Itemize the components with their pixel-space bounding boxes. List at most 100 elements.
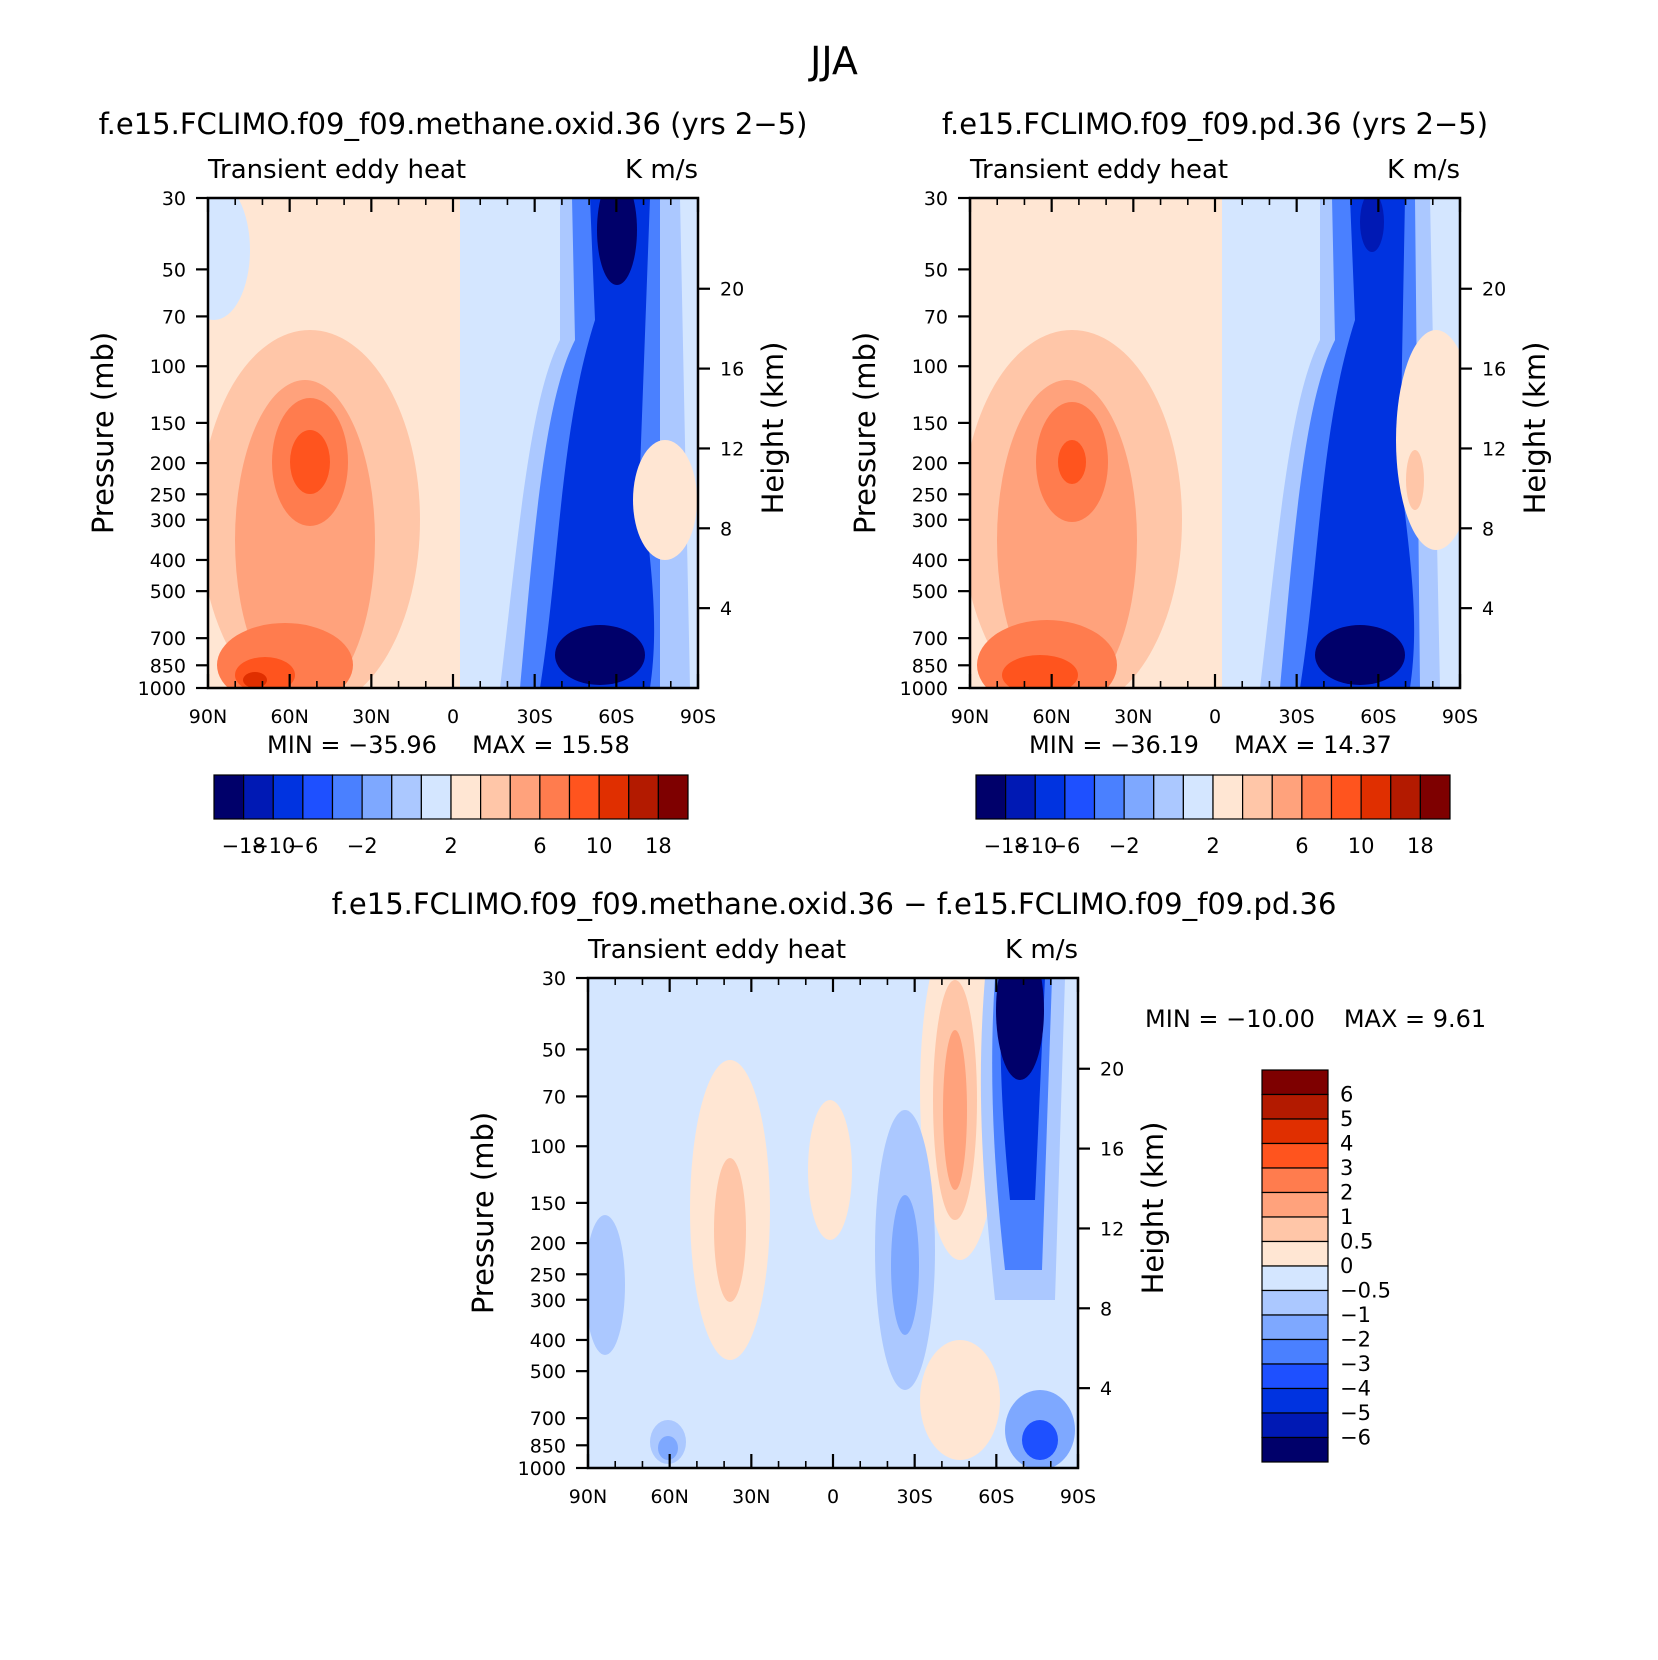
pressure-tick-label: 850 [530, 1435, 566, 1457]
pressure-tick-label: 150 [912, 413, 948, 435]
x-tick-label: 30S [1279, 706, 1315, 728]
colorbar-tick-label: −0.5 [1340, 1279, 1391, 1303]
height-tick-label: 4 [1482, 598, 1494, 620]
colorbar-tick-label: 2 [1340, 1181, 1353, 1205]
colorbar-swatch [975, 774, 1007, 820]
pressure-tick-label: 500 [530, 1361, 566, 1383]
panel3-south-upper-min [996, 978, 1044, 1080]
colorbar-swatch [1360, 774, 1392, 820]
panel-pd: f.e15.FCLIMO.f09_f09.pd.36 (yrs 2−5) Tra… [848, 107, 1552, 858]
x-tick-label: 60N [1032, 706, 1070, 728]
colorbar-tick-label: 10 [586, 834, 613, 858]
x-tick-label: 90N [951, 706, 989, 728]
colorbar-tick-label: −6 [287, 834, 318, 858]
height-tick-label: 20 [720, 279, 744, 301]
colorbar-swatch [568, 774, 600, 820]
pressure-tick-label: 70 [924, 306, 948, 328]
panel1-left-label: Transient eddy heat [207, 155, 466, 185]
x-tick-label: 60N [270, 706, 308, 728]
colorbar-swatch [213, 774, 245, 820]
colorbar-tick-label: −10 [1013, 834, 1057, 858]
colorbar-tick-label: 3 [1340, 1156, 1353, 1180]
pressure-tick-label: 100 [530, 1136, 566, 1158]
colorbar-tick-label: −18 [983, 834, 1027, 858]
height-axis-label: Height (km) [1136, 1122, 1170, 1295]
colorbar-tick-label: −2 [347, 834, 378, 858]
pressure-tick-label: 150 [530, 1193, 566, 1215]
pressure-tick-label: 400 [530, 1330, 566, 1352]
height-axis-label: Height (km) [1518, 342, 1552, 515]
panel-methane-oxid: f.e15.FCLIMO.f09_f09.methane.oxid.36 (yr… [86, 107, 807, 858]
panel2-field [970, 198, 1460, 688]
panel1-title: f.e15.FCLIMO.f09_f09.methane.oxid.36 (yr… [99, 107, 808, 141]
panel3-field [588, 978, 1078, 1468]
colorbar-swatch [1034, 774, 1066, 820]
panel2-south-upper-min [1360, 198, 1384, 252]
colorbar-tick-label: 0 [1340, 1254, 1353, 1278]
colorbar-tick-label: −18 [221, 834, 265, 858]
colorbar-tick-label: −4 [1340, 1377, 1371, 1401]
colorbar-swatch [1261, 1412, 1329, 1439]
pressure-tick-label: 100 [912, 356, 948, 378]
panel2-south-negative-core [1300, 198, 1415, 688]
panel3-max-label: MAX = 9.61 [1344, 1005, 1486, 1033]
colorbar-swatch [302, 774, 334, 820]
colorbar-swatch [243, 774, 274, 820]
colorbar-tick-label: 18 [645, 834, 672, 858]
panel1-colorbar: −18−10−6 −2 2 6 10 18 [213, 774, 689, 858]
colorbar-swatch [1261, 1240, 1329, 1267]
colorbar-tick-label: −5 [1340, 1401, 1371, 1425]
height-tick-label: 8 [720, 518, 732, 540]
panel1-south-surface-min [555, 625, 645, 685]
colorbar-swatch [1419, 774, 1451, 820]
pressure-tick-label: 300 [530, 1290, 566, 1312]
panel1-right-label: K m/s [625, 155, 698, 185]
colorbar-tick-label: −6 [1340, 1426, 1371, 1450]
pressure-tick-label: 500 [912, 581, 948, 603]
colorbar-swatch [598, 774, 630, 820]
panel2-left-label: Transient eddy heat [969, 155, 1228, 185]
pressure-tick-label: 50 [542, 1039, 566, 1061]
colorbar-swatch [1261, 1191, 1329, 1218]
x-tick-label: 90N [569, 1486, 607, 1508]
colorbar-swatch [1261, 1363, 1329, 1390]
panel2-max-label: MAX = 14.37 [1234, 731, 1392, 759]
panel3-lobe-25n-inner [714, 1158, 746, 1302]
pressure-tick-label: 50 [162, 259, 186, 281]
colorbar-tick-label: −3 [1340, 1352, 1371, 1376]
colorbar-swatch [1261, 1314, 1329, 1341]
panel2-min-label: MIN = −36.19 [1029, 731, 1199, 759]
pressure-tick-label: 30 [924, 188, 948, 210]
pressure-tick-label: 300 [912, 510, 948, 532]
colorbar-tick-label: 6 [533, 834, 546, 858]
pressure-tick-label: 250 [912, 484, 948, 506]
height-tick-label: 16 [1100, 1139, 1124, 1161]
panel1-south-negative-core [540, 198, 655, 688]
colorbar-tick-label: 4 [1340, 1132, 1353, 1156]
pressure-tick-label: 300 [150, 510, 186, 532]
colorbar-tick-label: 2 [1206, 834, 1219, 858]
colorbar-swatch [1261, 1436, 1329, 1463]
x-tick-label: 30N [732, 1486, 770, 1508]
panel3-surface-positive-patch [920, 1340, 1000, 1460]
panel2-surface-max-inner [1002, 655, 1078, 688]
pressure-axis-label: Pressure (mb) [848, 332, 882, 534]
panel2-axes: 90N 60N 30N 0 30S 60S 90S 30 50 70 100 150 200 250 300… [848, 188, 1552, 728]
panel1-surface-max-core [243, 672, 267, 688]
pressure-tick-label: 500 [150, 581, 186, 603]
colorbar-swatch [1212, 774, 1244, 820]
colorbar-swatch [1261, 1093, 1329, 1120]
colorbar-swatch [628, 774, 659, 820]
panel3-right-label: K m/s [1005, 935, 1078, 965]
panel2-southpole-positive-inner [1406, 450, 1424, 510]
panel3-axes: 90N 60N 30N 0 30S 60S 90S 30 50 70 100 150 200 250 300… [466, 968, 1170, 1508]
pressure-tick-label: 700 [530, 1408, 566, 1430]
pressure-tick-label: 30 [162, 188, 186, 210]
figure-title: JJA [808, 39, 858, 83]
colorbar-swatch [450, 774, 482, 820]
height-tick-label: 20 [1100, 1059, 1124, 1081]
pressure-tick-label: 100 [150, 356, 186, 378]
x-tick-label: 0 [447, 706, 459, 728]
colorbar-swatch [1330, 774, 1362, 820]
